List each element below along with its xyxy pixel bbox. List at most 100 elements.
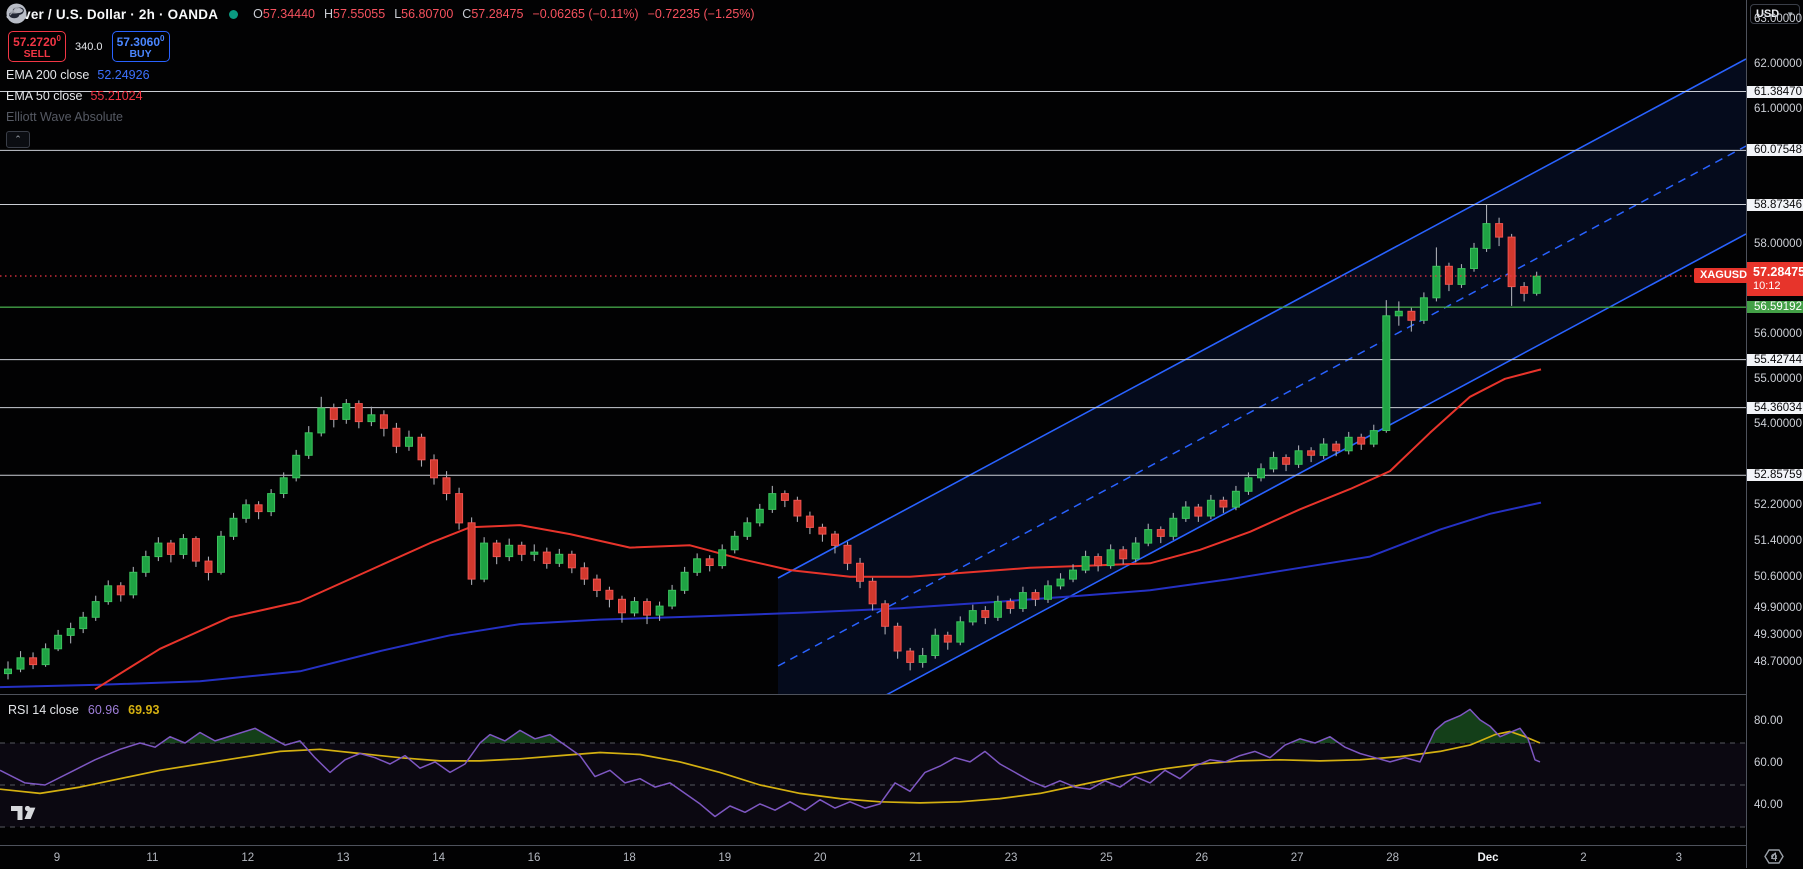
indicator-row-elliott[interactable]: Elliott Wave Absolute bbox=[6, 4, 755, 127]
price-tick: 49.90000 bbox=[1754, 602, 1802, 615]
candle-body bbox=[1144, 529, 1153, 544]
candle-body bbox=[1394, 310, 1403, 317]
ema200-value: 52.24926 bbox=[97, 67, 150, 82]
candle-body bbox=[605, 589, 614, 600]
candle-body bbox=[505, 544, 514, 558]
candle-body bbox=[91, 601, 100, 618]
candle-body bbox=[1194, 506, 1203, 517]
legend-collapse-button[interactable]: ⌃ bbox=[6, 131, 30, 148]
time-label: 28 bbox=[1386, 851, 1399, 864]
time-label: 21 bbox=[909, 851, 922, 864]
candle-body bbox=[780, 493, 789, 501]
candle-body bbox=[1119, 549, 1128, 560]
candlestick-canvas[interactable] bbox=[0, 0, 1746, 694]
candle-body bbox=[1319, 443, 1328, 456]
candle-body bbox=[843, 544, 852, 564]
candle-body bbox=[831, 533, 839, 546]
time-axis[interactable]: 9 11 12 13 14 16 18 19 20 21 23 25 26 27 28 Dec 2 3 4 bbox=[0, 845, 1777, 869]
candle-body bbox=[417, 436, 426, 461]
candle-body bbox=[1444, 265, 1453, 285]
candle-body bbox=[968, 610, 977, 623]
candle-body bbox=[179, 538, 188, 555]
rsi-legend-title[interactable]: RSI 14 close bbox=[8, 703, 79, 717]
candle-body bbox=[643, 601, 651, 616]
main-chart-pane[interactable] bbox=[0, 0, 1746, 694]
price-tick: 52.20000 bbox=[1754, 498, 1802, 511]
candle-body bbox=[1156, 529, 1165, 537]
candle-body bbox=[893, 625, 902, 652]
currency-selector[interactable]: USD ▼ bbox=[1750, 4, 1800, 24]
eye-off-icon[interactable] bbox=[6, 3, 23, 17]
candle-body bbox=[1482, 223, 1491, 249]
candle-body bbox=[1094, 556, 1103, 567]
price-tick: 63.00000 bbox=[1754, 12, 1802, 25]
buy-button[interactable]: 57.30600 BUY bbox=[111, 31, 170, 62]
candle-body bbox=[1244, 477, 1253, 492]
rsi-tick: 40.00 bbox=[1754, 799, 1783, 811]
level-price-label: 58.87346 bbox=[1747, 198, 1803, 211]
indicator-row-ema50[interactable]: EMA 50 close 55.21024 bbox=[6, 88, 143, 103]
candle-body bbox=[793, 499, 802, 517]
candle-body bbox=[442, 477, 451, 494]
candle-body bbox=[918, 655, 927, 663]
candle-body bbox=[1181, 506, 1190, 519]
candle-body bbox=[542, 551, 551, 564]
last-price-label: 57.28475 10:12 bbox=[1747, 262, 1803, 296]
candle-body bbox=[379, 414, 388, 429]
channel-middle-dashed-line bbox=[777, 145, 1746, 667]
candle-body bbox=[304, 432, 313, 456]
rsi-tick: 80.00 bbox=[1754, 715, 1783, 727]
candle-body bbox=[405, 436, 413, 447]
rsi-pane[interactable]: RSI 14 close 60.96 69.93 bbox=[0, 694, 1746, 846]
tradingview-logo[interactable] bbox=[11, 806, 41, 825]
candle-body bbox=[4, 668, 12, 675]
candle-body bbox=[217, 535, 225, 573]
candle-body bbox=[1520, 286, 1529, 294]
rsi-canvas[interactable] bbox=[0, 695, 1746, 846]
candle-body bbox=[567, 553, 576, 569]
candle-body bbox=[1056, 578, 1065, 587]
time-label: 27 bbox=[1290, 851, 1304, 864]
candle-body bbox=[530, 551, 539, 555]
hexagon-settings-icon[interactable] bbox=[1763, 848, 1785, 865]
candle-body bbox=[1470, 247, 1478, 270]
market-status-dot[interactable] bbox=[229, 9, 239, 19]
candle-body bbox=[1044, 585, 1052, 600]
candle-body bbox=[16, 657, 25, 670]
rsi-ma-line bbox=[0, 730, 1541, 804]
candle-body bbox=[592, 578, 601, 591]
candle-body bbox=[229, 517, 238, 537]
price-tick: 54.00000 bbox=[1754, 417, 1802, 430]
ema200-line bbox=[0, 501, 1542, 689]
sell-button[interactable]: 57.27200 SELL bbox=[8, 31, 66, 62]
price-tick: 50.60000 bbox=[1754, 570, 1802, 583]
symbol-title-row[interactable]: Silver / U.S. Dollar · 2h · OANDA O57.34… bbox=[6, 3, 755, 25]
candle-body bbox=[906, 650, 915, 663]
candle-body bbox=[1081, 556, 1090, 571]
symbol-title[interactable]: Silver / U.S. Dollar · 2h · OANDA bbox=[6, 6, 219, 22]
candle-body bbox=[116, 585, 125, 596]
price-tick: 48.70000 bbox=[1754, 656, 1802, 669]
candle-body bbox=[1532, 275, 1541, 294]
candle-body bbox=[1357, 436, 1366, 445]
candle-body bbox=[1407, 310, 1416, 321]
candle-body bbox=[1231, 490, 1240, 508]
time-label: 16 bbox=[527, 851, 541, 864]
price-axis[interactable]: USD ▼ 63.00000 62.00000 61.00000 58.00000 56… bbox=[1746, 0, 1803, 868]
candle-body bbox=[480, 542, 489, 580]
candle-body bbox=[41, 648, 50, 666]
candle-body bbox=[141, 556, 150, 573]
ema50-line bbox=[94, 368, 1542, 691]
candle-body bbox=[1307, 450, 1316, 456]
candle-body bbox=[1257, 468, 1265, 479]
candle-body bbox=[818, 526, 827, 535]
parallel-channel-fill bbox=[778, 59, 1746, 694]
time-label: 19 bbox=[718, 851, 732, 864]
level-price-label: 54.36034 bbox=[1747, 401, 1803, 414]
rsi-tick: 60.00 bbox=[1754, 757, 1783, 769]
trade-buttons: 57.27200 SELL 340.0 57.30600 BUY bbox=[8, 31, 755, 62]
indicator-row-ema200[interactable]: EMA 200 close 52.24926 bbox=[6, 67, 150, 82]
time-label: 3 bbox=[1675, 851, 1682, 864]
change-absolute: −0.06265 (−0.11%) bbox=[532, 7, 639, 21]
